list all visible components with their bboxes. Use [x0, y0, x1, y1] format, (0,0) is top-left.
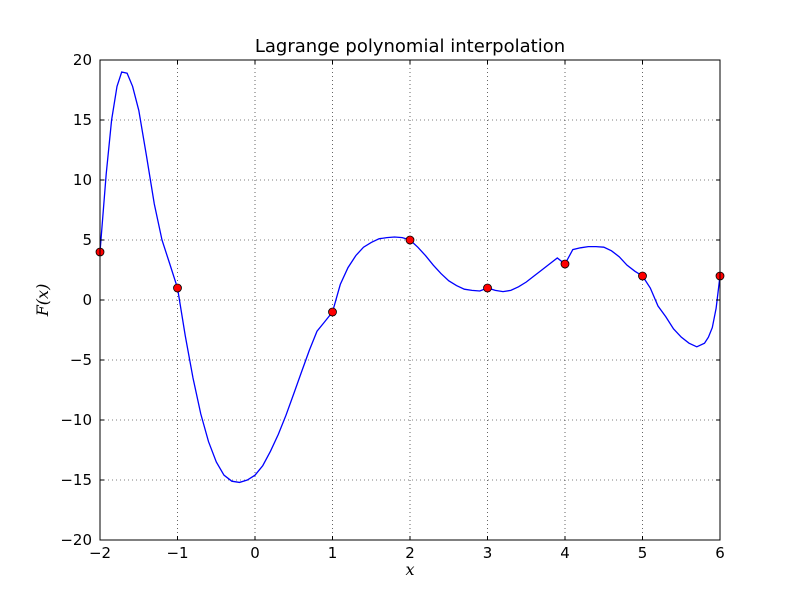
y-tick-label: −15	[60, 471, 92, 489]
x-tick-label: 3	[483, 544, 493, 562]
data-point	[638, 271, 647, 281]
x-tick-label: 4	[560, 544, 570, 562]
y-tick-label: 5	[82, 231, 92, 249]
y-tick-label: −20	[60, 531, 92, 549]
x-axis-label: x	[405, 560, 414, 579]
y-tick-label: 20	[73, 51, 92, 69]
chart-title: Lagrange polynomial interpolation	[255, 36, 565, 57]
axis-ticks	[99, 59, 721, 541]
data-points-group	[95, 235, 725, 317]
y-axis-label: F(x)	[33, 284, 52, 318]
x-tick-label: 2	[405, 544, 415, 562]
y-tick-label: −10	[60, 411, 92, 429]
data-point	[560, 259, 570, 269]
y-tick-label: 15	[73, 111, 92, 129]
x-tick-label: −2	[89, 544, 111, 562]
y-tick-label: −5	[70, 351, 92, 369]
x-tick-label: 1	[328, 544, 338, 562]
y-tick-label: 10	[73, 171, 92, 189]
y-tick-labels: −20 −15 −10 −5 0 5 10 15 20	[60, 51, 92, 549]
x-tick-label: 5	[638, 544, 648, 562]
grid-lines	[99, 59, 721, 541]
x-tick-label: 6	[715, 544, 725, 562]
x-tick-label: 0	[250, 544, 260, 562]
data-point	[483, 283, 492, 293]
x-tick-labels: −2 −1 0 1 2 3 4 5 6	[89, 544, 725, 562]
data-point	[173, 283, 182, 293]
data-point	[328, 307, 337, 317]
data-point	[405, 235, 415, 245]
x-tick-label: −1	[166, 544, 188, 562]
y-tick-label: 0	[82, 291, 92, 309]
